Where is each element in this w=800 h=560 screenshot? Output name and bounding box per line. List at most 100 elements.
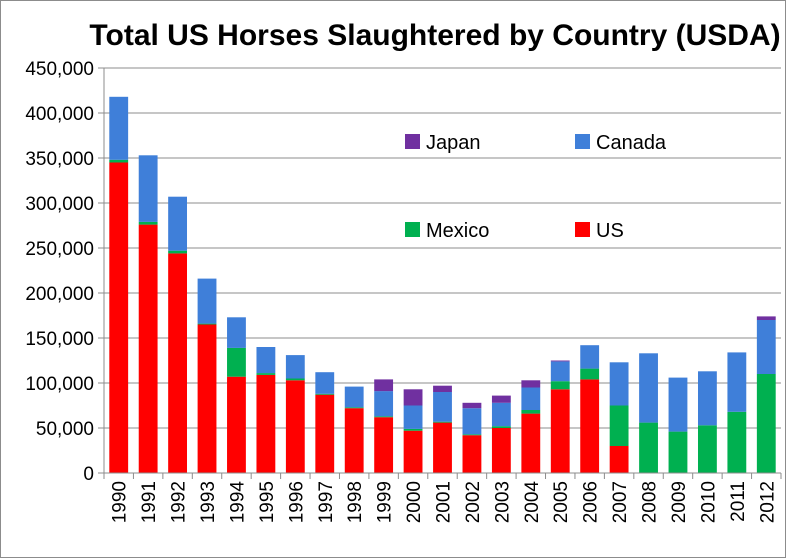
bar-segment-canada-2011 — [727, 352, 747, 412]
x-tick-label: 2003 — [492, 481, 513, 523]
bar-segment-mexico-2003 — [491, 426, 511, 428]
bar-segment-canada-2002 — [462, 408, 482, 435]
bar-segment-canada-1995 — [256, 347, 276, 374]
bar-segment-canada-1999 — [374, 391, 394, 417]
x-tick-label: 2012 — [757, 481, 778, 523]
bar-segment-us-1996 — [285, 380, 305, 473]
bar-segment-japan-1999 — [374, 379, 394, 392]
y-tick-label: 200,000 — [25, 284, 94, 305]
x-tick-label: 1997 — [316, 481, 337, 523]
bar-segment-mexico-1991 — [138, 221, 158, 225]
axes — [103, 68, 781, 474]
legend-label-canada: Canada — [596, 132, 667, 154]
x-tick-label: 2002 — [463, 481, 484, 523]
bar-segment-canada-2006 — [580, 345, 600, 369]
bar-segment-mexico-1999 — [374, 416, 394, 418]
bar-segment-canada-2010 — [697, 371, 717, 426]
bar-segment-us-2006 — [580, 379, 600, 473]
bar-segment-canada-1993 — [197, 278, 217, 324]
x-tick-label: 2001 — [434, 481, 455, 523]
bar-segment-canada-1997 — [315, 372, 335, 394]
x-tick-label: 1992 — [169, 481, 190, 523]
bar-segment-canada-1998 — [344, 386, 364, 408]
bar-segment-canada-1996 — [285, 355, 305, 379]
bar-segment-us-2003 — [491, 428, 511, 473]
bar-segment-japan-2000 — [403, 389, 423, 406]
bar-segment-us-1991 — [138, 224, 158, 473]
bar-segment-mexico-2006 — [580, 368, 600, 380]
bar-segment-us-2005 — [550, 389, 570, 473]
bar-segment-japan-2005 — [550, 360, 570, 362]
legend-label-us: US — [596, 220, 624, 242]
legend-label-mexico: Mexico — [426, 220, 489, 242]
bar-segment-mexico-2001 — [433, 421, 452, 423]
bar-segment-us-1990 — [109, 162, 129, 473]
bar-segment-us-1998 — [344, 408, 364, 473]
legend-swatch-japan — [405, 134, 420, 149]
bar-segment-mexico-2004 — [521, 410, 541, 414]
bar-segment-us-1995 — [256, 374, 276, 473]
y-tick-label: 350,000 — [25, 149, 94, 170]
y-axis-ticks: 0 50,000 100,000 150,000 200,000 250,000 300,0… — [25, 59, 104, 485]
bar-segment-canada-2000 — [403, 405, 423, 429]
bar-segment-mexico-2012 — [756, 374, 776, 473]
bar-segment-us-1999 — [374, 417, 394, 473]
bar-segment-canada-2004 — [521, 387, 541, 410]
bar-segment-canada-2012 — [756, 320, 776, 374]
bar-segment-mexico-2002 — [462, 434, 482, 436]
bar-segment-canada-2008 — [639, 353, 658, 423]
bar-segment-japan-2012 — [756, 316, 776, 320]
legend-label-japan: Japan — [426, 132, 481, 154]
x-tick-label: 1999 — [375, 481, 396, 523]
y-tick-label: 450,000 — [25, 59, 94, 80]
legend: Japan Canada Mexico US — [405, 132, 667, 242]
y-tick-label: 0 — [83, 464, 94, 485]
bar-segment-canada-2003 — [491, 402, 511, 427]
bar-segment-mexico-2008 — [639, 422, 658, 473]
y-tick-label: 150,000 — [25, 329, 94, 350]
bar-segment-us-2000 — [403, 430, 423, 473]
bar-segment-us-1993 — [197, 324, 217, 473]
x-tick-label: 1995 — [257, 481, 278, 523]
bar-segment-mexico-2007 — [609, 405, 629, 446]
bar-segment-mexico-1995 — [256, 373, 276, 375]
bar-segment-canada-1994 — [227, 317, 246, 348]
bar-segment-canada-1990 — [109, 96, 129, 160]
x-tick-label: 1993 — [198, 481, 219, 523]
bar-segment-japan-2004 — [521, 380, 541, 388]
bar-segment-mexico-1997 — [315, 393, 335, 395]
bar-segment-mexico-1998 — [344, 407, 364, 409]
bar-segment-mexico-1992 — [168, 250, 188, 254]
x-tick-label: 2010 — [698, 481, 719, 523]
y-tick-label: 250,000 — [25, 239, 94, 260]
bar-segment-mexico-2005 — [550, 381, 570, 390]
bar-segment-mexico-1993 — [197, 323, 217, 325]
x-axis-ticks: 1990 1991 1992 1993 1994 1995 1996 1997 1998 1999… — [103, 473, 782, 524]
bar-segment-japan-2001 — [433, 385, 452, 392]
bar-segment-canada-2009 — [668, 377, 688, 432]
bar-segment-us-2002 — [462, 435, 482, 473]
bar-segment-us-1997 — [315, 394, 335, 473]
bar-segment-us-2007 — [609, 446, 629, 473]
bar-segment-canada-2001 — [433, 392, 452, 422]
bar-segment-mexico-1990 — [109, 159, 129, 163]
x-tick-label: 2009 — [669, 481, 690, 523]
x-tick-label: 2011 — [728, 481, 749, 522]
y-tick-label: 400,000 — [25, 104, 94, 125]
x-tick-label: 1994 — [227, 481, 248, 524]
bar-segment-canada-1992 — [168, 196, 188, 251]
x-tick-label: 2000 — [404, 481, 425, 523]
bar-segment-japan-2002 — [462, 402, 482, 409]
bar-segment-canada-2005 — [550, 361, 570, 382]
bar-segment-mexico-2000 — [403, 428, 423, 431]
bar-segment-mexico-2009 — [668, 431, 688, 473]
bar-segment-us-2001 — [433, 422, 452, 473]
bar-segment-us-1992 — [168, 253, 188, 473]
y-tick-label: 50,000 — [36, 419, 94, 440]
legend-swatch-us — [575, 222, 590, 237]
x-tick-label: 2005 — [551, 481, 572, 523]
legend-swatch-canada — [575, 134, 590, 149]
x-tick-label: 2007 — [610, 481, 631, 523]
x-tick-label: 1996 — [286, 481, 307, 523]
bar-segment-mexico-2011 — [727, 411, 747, 473]
